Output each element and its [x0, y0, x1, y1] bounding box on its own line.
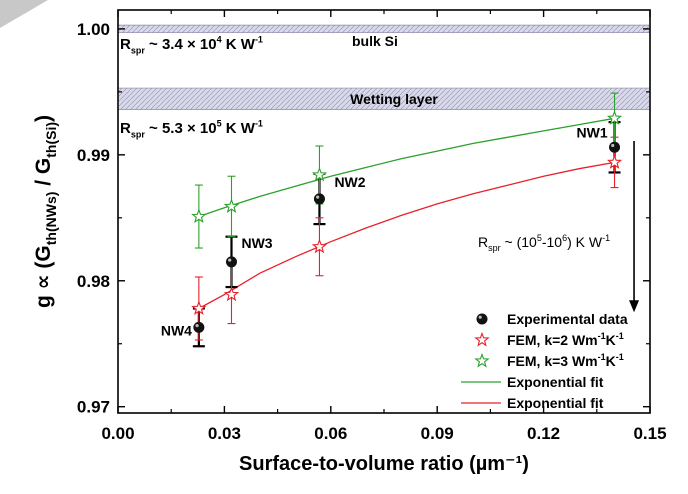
axes: 0.00 0.03 0.06 0.09 0.12 0.15 0.97 0.98 0.99 1.00…	[32, 9, 667, 475]
corner-triangle	[0, 0, 48, 28]
data-point-fem	[606, 110, 623, 125]
rspr-wetting-label-part: spr	[131, 130, 146, 140]
legend-label: Exponential fit	[507, 395, 604, 411]
legend-label-part: K	[606, 353, 616, 369]
rspr-nw-label-part: spr	[488, 243, 501, 253]
data-point-fem	[223, 198, 240, 213]
legend-star-swatch	[474, 352, 490, 368]
rspr-bulk-label-part: K W	[222, 36, 256, 53]
rspr-wetting-label: Rspr ~ 5.3 × 105 K W-1	[120, 119, 263, 140]
legend-label: FEM, k=3 Wm-1K-1	[507, 352, 624, 369]
y-tick-label: 0.99	[77, 146, 110, 165]
legend-label-part: FEM, k=3 Wm	[507, 353, 598, 369]
x-tick-label: 0.09	[421, 424, 454, 443]
arrow-head	[629, 300, 640, 313]
data-point-fem	[311, 238, 328, 254]
rspr-nw-label-part: -1	[602, 233, 610, 243]
fit-line	[198, 161, 615, 310]
rspr-nw-label-part: ~ (10	[501, 234, 537, 250]
legend-label: Exponential fit	[507, 374, 604, 390]
legend-label-part: -1	[598, 352, 606, 362]
y-axis-title: g ∝ (Gth(NWs) / Gth(Si))	[32, 115, 59, 308]
rspr-bulk-label-part: 4	[217, 35, 222, 45]
point-label: NW1	[577, 124, 608, 140]
rspr-nw-label: Rspr ~ (105-106) K W-1	[478, 233, 610, 253]
fit-line	[198, 117, 615, 218]
y-axis-title-part: th(NWs)	[43, 192, 59, 246]
point-highlight	[228, 258, 232, 262]
x-tick-label: 0.06	[314, 424, 347, 443]
rspr-wetting-label-part: -1	[255, 119, 263, 129]
legend-label-part: -1	[616, 331, 624, 341]
bulk-si-label: bulk Si	[352, 33, 398, 49]
point-highlight	[195, 323, 199, 328]
data-point-experimental	[609, 141, 621, 153]
rspr-nw-label-part: -10	[542, 234, 562, 250]
rspr-nw-label-part: 5	[537, 233, 542, 243]
band-label: Wetting layer	[350, 91, 438, 107]
data-point-fem	[223, 286, 240, 302]
hatched-band	[119, 25, 649, 33]
y-axis-title-group: g ∝ (Gth(NWs) / Gth(Si))	[32, 115, 59, 308]
data-point-experimental	[193, 321, 205, 333]
data-point-experimental	[225, 256, 237, 268]
rspr-wetting-label-part: K W	[222, 120, 256, 137]
point-highlight	[316, 195, 320, 199]
rspr-bulk-label: Rspr ~ 3.4 × 104 K W-1	[120, 35, 263, 56]
legend-label-part: -1	[598, 331, 606, 341]
point-highlight	[611, 143, 615, 148]
data-point-experimental	[313, 193, 325, 205]
rspr-nw-label-part: ) K W	[567, 234, 603, 250]
x-tick-label: 0.00	[101, 424, 134, 443]
rspr-wetting-label-part: 5	[217, 119, 222, 129]
x-tick-label: 0.03	[208, 424, 241, 443]
legend-star-swatch	[474, 331, 490, 347]
point-label: NW4	[161, 322, 192, 338]
bands-layer: Wetting layer	[118, 24, 650, 110]
data-point-fem	[191, 300, 207, 315]
y-axis-title-part: th(Si)	[43, 122, 59, 158]
data-point-fem	[191, 208, 207, 224]
rspr-wetting-label-part: ~ 5.3 × 10	[145, 120, 217, 137]
corner-decoration	[0, 0, 48, 28]
point-label: NW3	[241, 235, 272, 251]
hatched-band	[119, 88, 649, 110]
y-tick-label: 0.97	[77, 398, 110, 417]
y-tick-label: 1.00	[77, 20, 110, 39]
rspr-wetting-label-part: R	[120, 120, 131, 137]
legend-ball-swatch	[476, 313, 488, 325]
legend-label-part: FEM, k=2 Wm	[507, 332, 598, 348]
rspr-nw-label-part: 6	[562, 233, 567, 243]
rspr-bulk-label-part: ~ 3.4 × 10	[145, 36, 217, 53]
x-tick-label: 0.12	[527, 424, 560, 443]
rspr-bulk-label-part: -1	[255, 35, 263, 45]
legend-label: FEM, k=2 Wm-1K-1	[507, 331, 624, 348]
legend-label-part: K	[606, 332, 616, 348]
y-axis-title-part: / G	[32, 158, 55, 192]
rspr-nw-label-part: R	[478, 234, 488, 250]
fit-lines	[198, 117, 615, 310]
x-tick-label: 0.15	[633, 424, 666, 443]
x-axis-title: Surface-to-volume ratio (µm⁻¹)	[239, 453, 529, 475]
data-point-fem	[606, 154, 623, 169]
y-axis-title-part: g ∝ (G	[32, 245, 55, 308]
rspr-bulk-label-part: R	[120, 36, 131, 53]
markers-layer	[191, 110, 623, 333]
y-tick-label: 0.98	[77, 272, 110, 291]
legend-label-part: -1	[616, 352, 624, 362]
point-highlight	[478, 315, 482, 319]
error-bars	[192, 92, 621, 348]
data-point-fem	[311, 166, 328, 182]
point-label: NW2	[334, 174, 365, 190]
y-axis-title-part: )	[32, 115, 55, 122]
rspr-bulk-label-part: spr	[131, 46, 146, 56]
legend-label: Experimental data	[507, 311, 628, 327]
